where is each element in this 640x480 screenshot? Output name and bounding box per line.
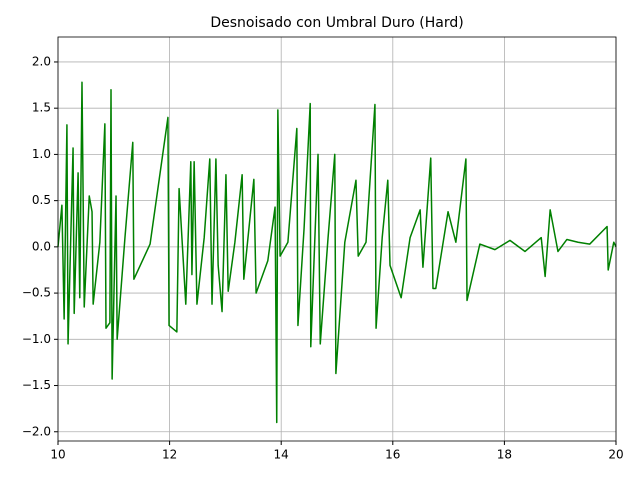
- y-tick-label: 0.5: [32, 193, 51, 207]
- y-tick-label: 2.0: [32, 54, 51, 68]
- x-tick-label: 16: [385, 448, 400, 462]
- y-tick-label: −1.5: [22, 378, 51, 392]
- x-tick-label: 12: [162, 448, 177, 462]
- y-tick-label: −0.5: [22, 286, 51, 300]
- y-tick-label: 0.0: [32, 239, 51, 253]
- y-tick-label: 1.5: [32, 101, 51, 115]
- x-tick-label: 18: [497, 448, 512, 462]
- x-tick-label: 10: [50, 448, 65, 462]
- data-line: [57, 81, 617, 424]
- chart-title: Desnoisado con Umbral Duro (Hard): [210, 15, 463, 31]
- x-tick-label: 20: [608, 448, 623, 462]
- y-tick-label: −2.0: [22, 424, 51, 438]
- x-tick-label: 14: [274, 448, 289, 462]
- y-tick-label: −1.0: [22, 332, 51, 346]
- y-tick-label: 1.0: [32, 147, 51, 161]
- plot-frame: [57, 36, 617, 442]
